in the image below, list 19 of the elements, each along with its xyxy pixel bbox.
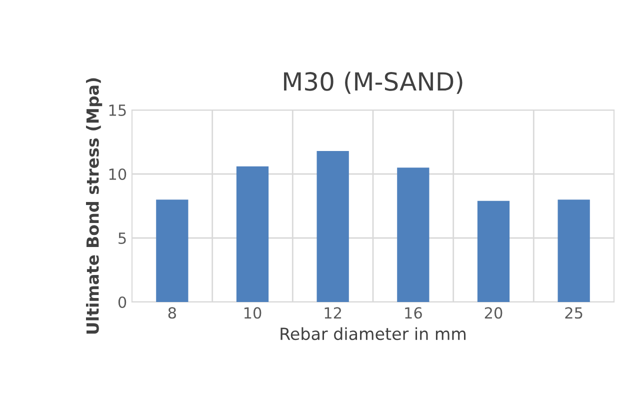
x-tick-label: 8	[168, 307, 176, 319]
y-axis-title: Ultimate Bond stress (Mpa)	[86, 78, 102, 334]
bar	[236, 166, 269, 302]
x-tick-label: 10	[244, 307, 262, 319]
x-tick-label: 25	[565, 307, 582, 319]
y-tick-label: 10	[109, 168, 126, 180]
chart-title: M30 (M-SAND)	[284, 72, 462, 94]
bar	[477, 200, 510, 302]
bar	[558, 200, 590, 302]
y-tick-label: 0	[118, 296, 126, 308]
y-tick-label: 15	[109, 104, 126, 116]
y-tick-label: 5	[118, 232, 126, 244]
bar	[156, 200, 188, 302]
bar	[397, 168, 430, 302]
bar	[316, 150, 349, 302]
x-tick-label: 20	[484, 307, 502, 319]
x-tick-label: 16	[405, 307, 422, 319]
x-axis-title: Rebar diameter in mm	[280, 327, 466, 340]
x-tick-label: 12	[324, 307, 342, 318]
